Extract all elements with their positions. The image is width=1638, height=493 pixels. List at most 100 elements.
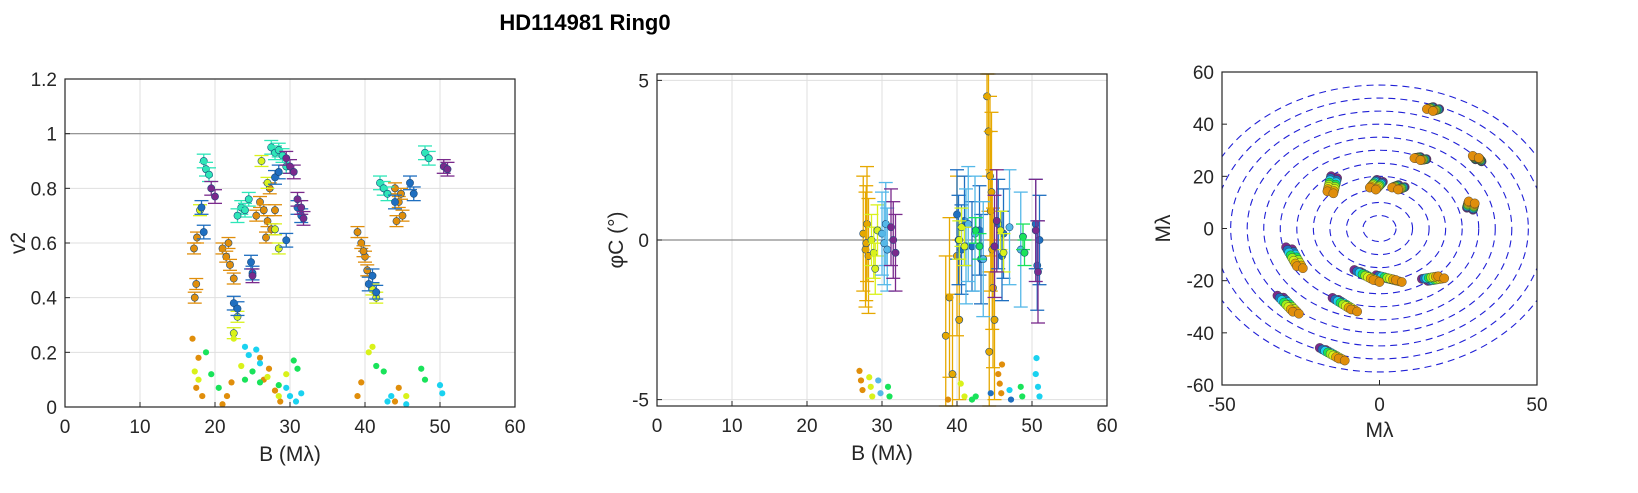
x-tick-label: 40	[354, 417, 375, 438]
y-tick-label: -20	[1187, 272, 1214, 293]
x-tick-label: 40	[946, 416, 967, 437]
data-point	[230, 335, 237, 342]
y-tick-label: 0	[638, 231, 649, 252]
data-point	[409, 189, 418, 198]
data-point	[998, 390, 1005, 397]
data-point	[283, 371, 290, 378]
data-point	[1019, 232, 1027, 241]
data-point	[866, 374, 873, 381]
data-point	[297, 203, 306, 212]
uv-point	[1352, 306, 1362, 317]
data-point	[424, 154, 433, 163]
uv-points	[1272, 102, 1487, 366]
data-point	[283, 384, 290, 391]
data-point	[241, 206, 249, 215]
data-point	[960, 242, 969, 251]
data-point	[233, 211, 242, 220]
data-point	[987, 390, 994, 397]
v2-xlabel: B (Mλ)	[259, 443, 321, 466]
data-point	[363, 266, 372, 275]
data-point	[856, 367, 863, 374]
closure-phase-tick-labels: 0 10 20 30 40 50 60-505	[632, 71, 1117, 437]
data-point	[229, 274, 238, 283]
data-point	[238, 362, 245, 370]
data-point	[190, 244, 198, 253]
uv-point	[1428, 106, 1438, 116]
data-point	[359, 247, 368, 256]
data-point	[357, 239, 366, 247]
figure-title: HD114981 Ring0	[499, 10, 670, 35]
data-point	[392, 217, 401, 226]
data-point	[364, 280, 373, 288]
data-point	[257, 157, 266, 165]
data-point	[944, 396, 952, 403]
contour-ring	[1246, 123, 1513, 334]
data-point	[989, 283, 997, 292]
v2-data-points	[187, 139, 455, 408]
data-point	[193, 384, 200, 391]
data-point	[256, 198, 264, 206]
data-point	[264, 373, 271, 381]
data-point	[241, 343, 249, 350]
x-tick-label: 30	[871, 416, 892, 437]
data-point	[886, 393, 893, 400]
data-point	[403, 401, 410, 408]
uv-point	[1393, 184, 1403, 195]
data-point	[282, 236, 291, 245]
data-point	[195, 376, 202, 383]
data-point	[197, 203, 206, 212]
data-point	[199, 392, 206, 400]
data-point	[992, 216, 1001, 225]
x-tick-label: 0	[1374, 395, 1385, 416]
x-tick-label: 50	[1526, 395, 1547, 416]
data-point	[1033, 355, 1040, 362]
contour-ring	[1296, 162, 1463, 295]
y-tick-label: 1.2	[31, 70, 57, 91]
data-point	[859, 386, 866, 394]
data-point	[253, 346, 260, 353]
data-point	[222, 252, 231, 261]
x-tick-label: 10	[129, 417, 150, 438]
data-point	[274, 244, 283, 253]
data-point	[380, 368, 387, 375]
contour-ring	[1222, 84, 1537, 373]
data-point	[869, 248, 878, 257]
x-tick-label: 50	[429, 417, 450, 438]
data-point	[406, 178, 414, 187]
v2-tick-labels: 0 10 20 30 40 50 60 0 0.2 0.4 0.6 0.8 1 1.2	[31, 70, 526, 438]
y-tick-label: 20	[1193, 167, 1214, 188]
data-point	[975, 242, 984, 251]
data-point	[1019, 393, 1026, 400]
data-point	[373, 362, 380, 370]
closure-phase-panel: 0 10 20 30 40 50 60-505 B (Mλ) φC (°)	[605, 71, 1118, 465]
data-point	[871, 264, 880, 273]
data-point	[245, 351, 252, 359]
uv-xlabel: Mλ	[1366, 419, 1394, 442]
data-point	[999, 248, 1008, 257]
contour-ring	[1279, 149, 1480, 308]
data-point	[207, 184, 216, 193]
data-point	[996, 226, 1005, 235]
contour-ring	[1329, 188, 1430, 269]
data-point	[294, 365, 301, 372]
data-point	[275, 392, 282, 400]
data-point	[211, 192, 219, 201]
data-point	[987, 188, 996, 197]
v2-ylabel: v2	[7, 232, 30, 254]
data-point	[998, 361, 1006, 368]
data-point	[282, 154, 291, 163]
y-tick-label: -5	[632, 391, 649, 412]
data-point	[192, 280, 201, 288]
data-point	[418, 365, 425, 372]
data-point	[275, 382, 282, 389]
data-point	[884, 383, 892, 390]
data-point	[869, 393, 876, 400]
y-tick-label: 0.2	[31, 343, 57, 364]
uv-contours	[1222, 84, 1537, 373]
uv-point	[1469, 198, 1480, 209]
data-point	[263, 178, 272, 187]
x-tick-label: 0	[652, 416, 663, 437]
data-point	[964, 220, 973, 228]
uv-plane-panel: -50 0 50 -60 -40 -20 0 20 40 60 Mλ Mλ	[1152, 63, 1548, 442]
data-point	[383, 189, 392, 198]
